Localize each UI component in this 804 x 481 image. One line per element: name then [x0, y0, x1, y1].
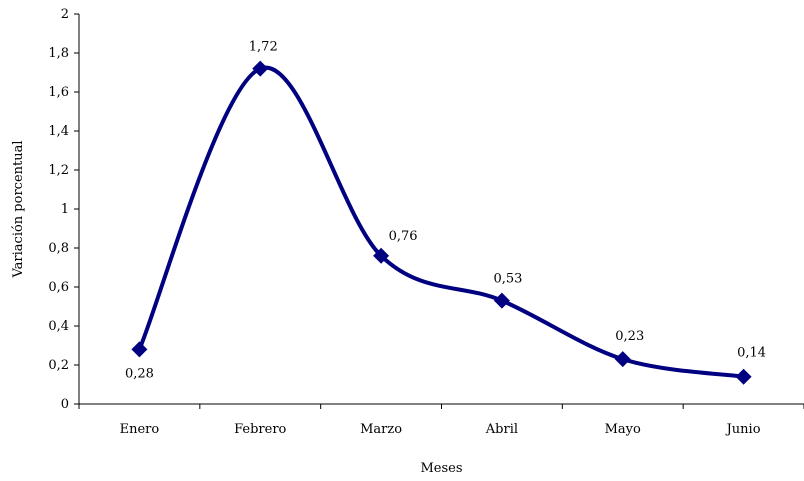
- y-axis-title: Variación porcentual: [11, 140, 26, 278]
- y-tick-label: 1,6: [48, 85, 69, 100]
- data-labels: 0,28 1,72 0,76 0,53 0,23 0,14: [125, 40, 766, 382]
- data-label: 0,14: [737, 346, 766, 361]
- series-markers: [131, 60, 752, 385]
- y-axis-ticks: 0 0,2 0,4 0,6 0,8 1 1,2 1,4 1,6 1,8 2: [48, 7, 79, 412]
- x-tick-label: Enero: [120, 422, 160, 437]
- x-tick-label: Abril: [485, 422, 518, 437]
- y-tick-label: 0,2: [48, 358, 69, 373]
- data-label: 0,28: [125, 366, 154, 381]
- series-line: [137, 65, 746, 379]
- y-tick-label: 1,4: [48, 124, 69, 139]
- data-label: 0,76: [389, 229, 418, 244]
- data-point-marker: [614, 351, 631, 368]
- y-tick-label: 1,2: [48, 163, 69, 178]
- y-tick-label: 0,6: [48, 280, 69, 295]
- x-tick-label: Junio: [725, 422, 761, 437]
- data-point-marker: [373, 247, 390, 264]
- x-tick-label: Mayo: [605, 422, 641, 437]
- data-label: 0,23: [615, 329, 644, 344]
- data-label: 1,72: [249, 40, 278, 55]
- x-axis-ticks: Enero Febrero Marzo Abril Mayo Junio: [78, 404, 804, 437]
- data-label: 0,53: [493, 272, 522, 287]
- data-point-marker: [735, 368, 752, 385]
- y-tick-label: 2: [61, 7, 69, 22]
- y-tick-label: 0,4: [48, 319, 69, 334]
- data-point-marker: [131, 341, 148, 358]
- x-tick-label: Marzo: [360, 422, 402, 437]
- x-tick-label: Febrero: [234, 422, 286, 437]
- data-point-marker: [252, 60, 269, 77]
- y-tick-label: 1,8: [48, 46, 69, 61]
- x-axis-title: Meses: [420, 461, 462, 476]
- data-point-marker: [493, 292, 510, 309]
- y-tick-label: 0: [61, 397, 69, 412]
- y-tick-label: 1: [61, 202, 69, 217]
- y-tick-label: 0,8: [48, 241, 69, 256]
